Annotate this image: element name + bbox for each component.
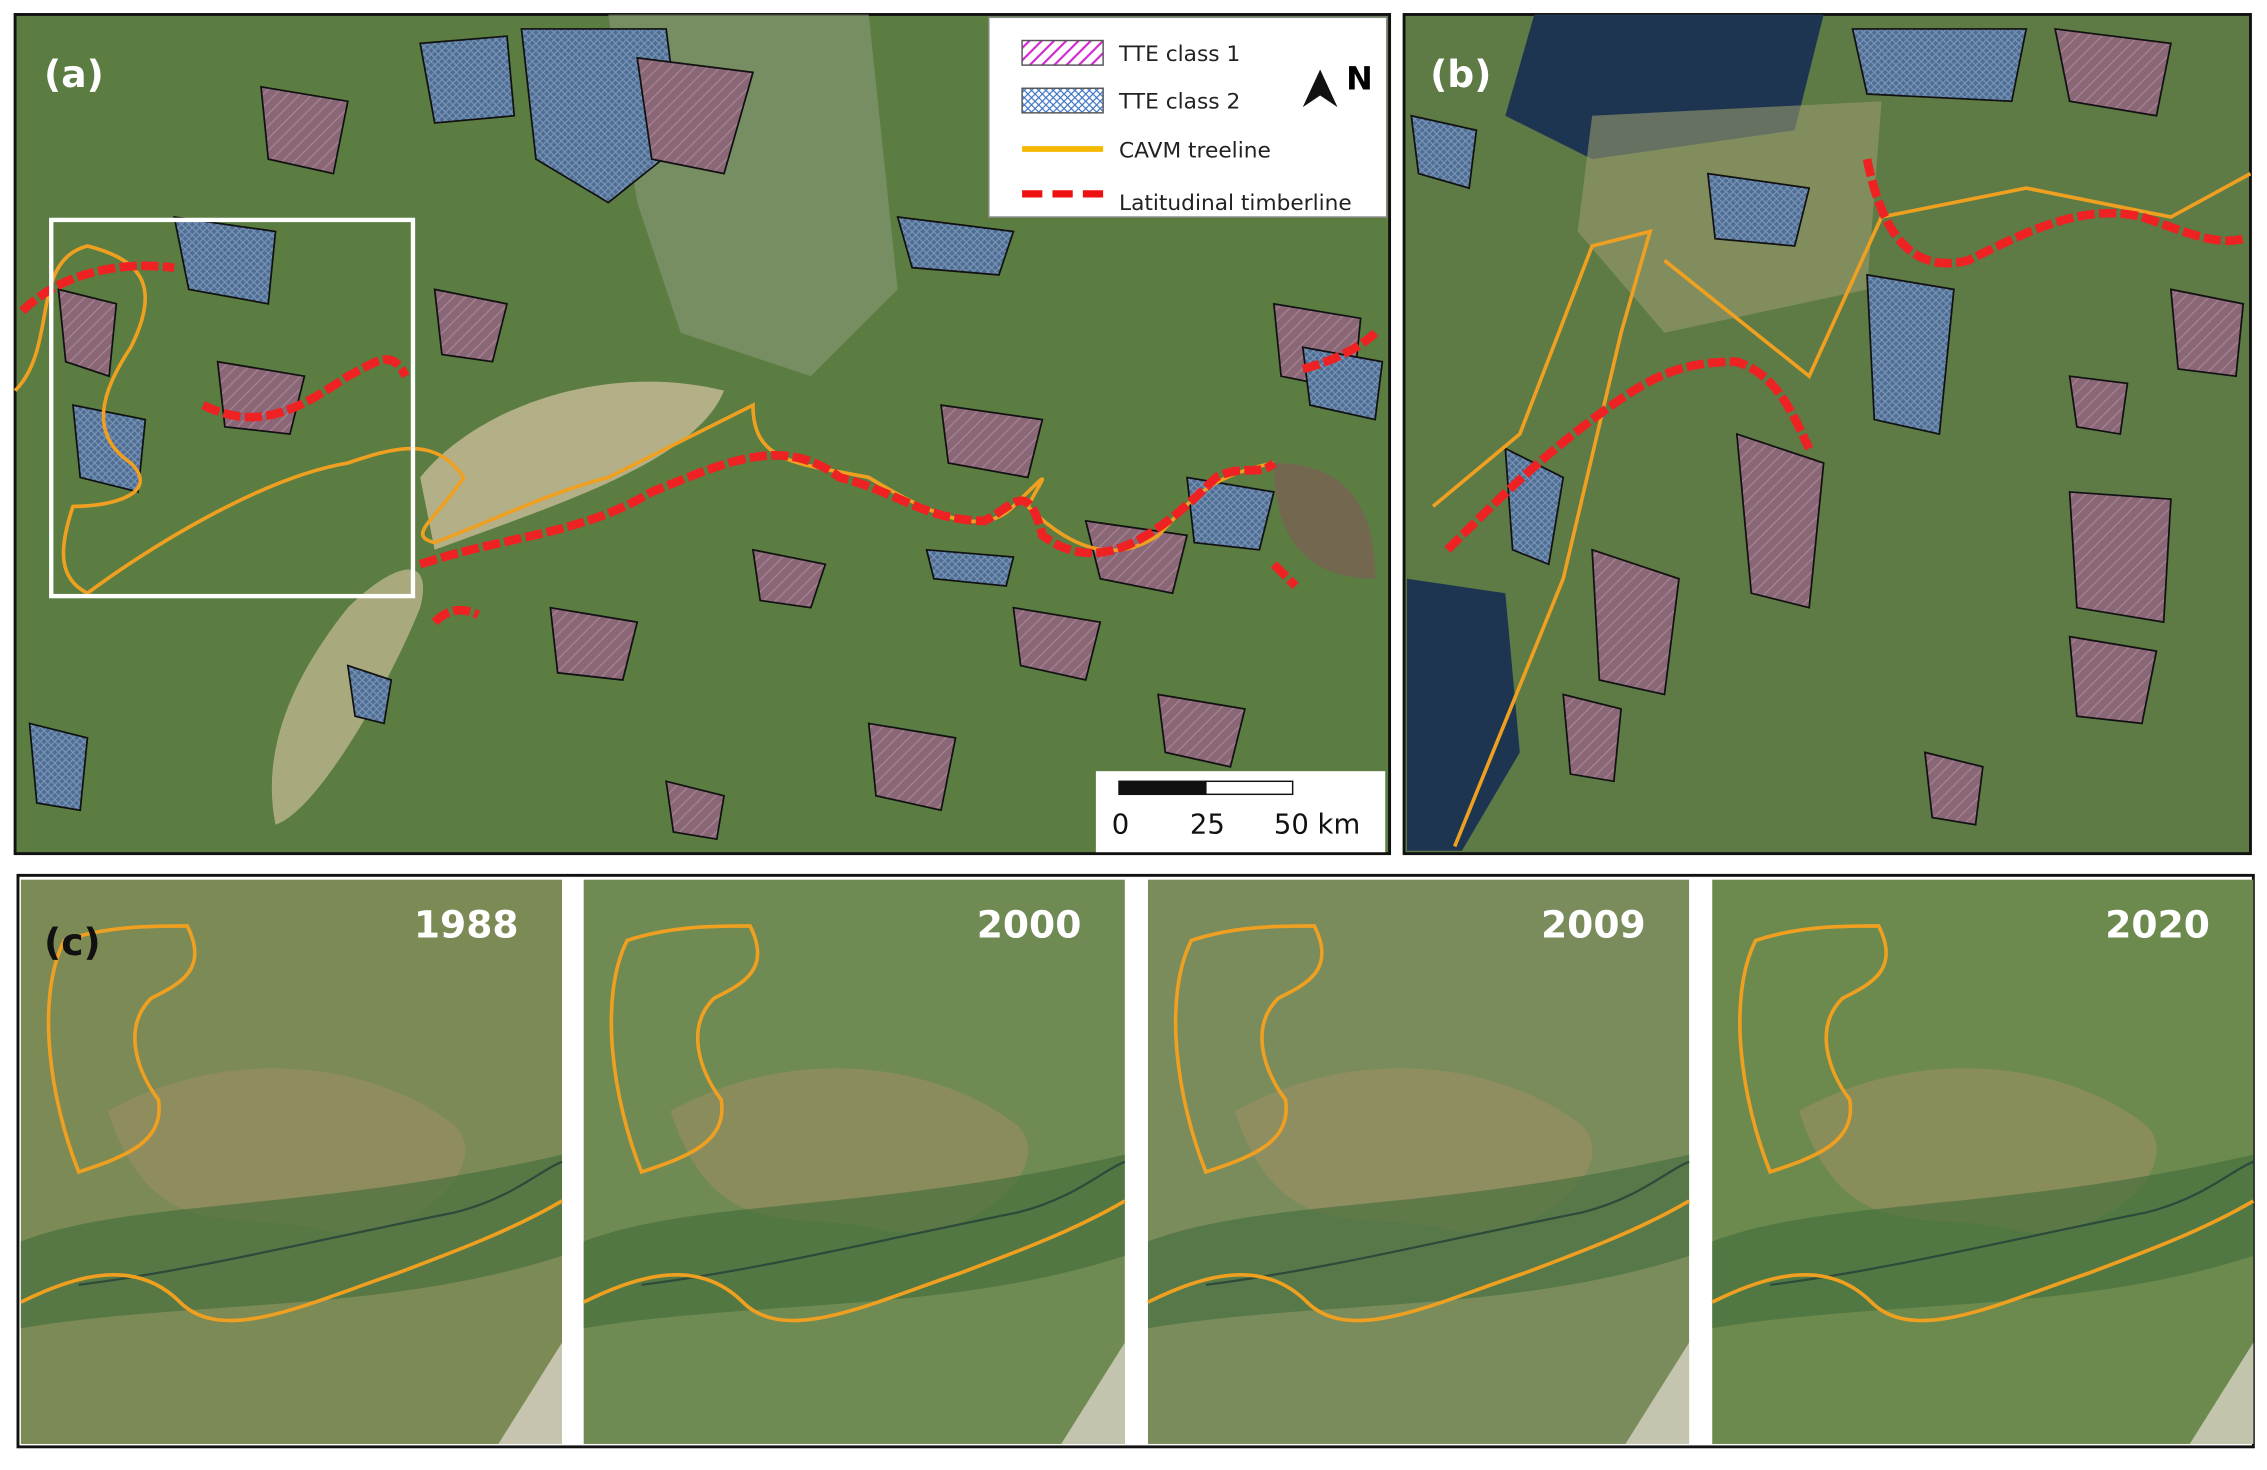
year-tile: 2000 <box>581 879 1127 1444</box>
legend-label: TTE class 2 <box>1118 90 1240 115</box>
panel-label: (c) <box>44 920 101 964</box>
panel-label: (b) <box>1430 52 1491 96</box>
scale-bar: 0 25 50 km <box>1095 771 1386 853</box>
scale-label: 50 km <box>1274 808 1360 840</box>
scale-label: 25 <box>1190 808 1225 840</box>
panel-a: (a) TTE class 1 TTE class 2 CAVM treelin… <box>13 13 1392 856</box>
river <box>78 1160 563 1286</box>
year-label: 2000 <box>977 903 1082 947</box>
mountain <box>498 1342 562 1444</box>
north-label: N <box>1346 60 1373 98</box>
river <box>641 1160 1126 1286</box>
year-label: 2009 <box>1541 903 1646 947</box>
river <box>1205 1160 1690 1286</box>
mountain <box>1625 1342 1690 1444</box>
mountain <box>2189 1342 2254 1444</box>
year-label: 1988 <box>414 903 519 947</box>
year-tile: 2020 <box>1710 879 2256 1444</box>
scale-label: 0 <box>1112 808 1130 840</box>
panel-b: (b) <box>1402 13 2252 856</box>
legend-label: TTE class 1 <box>1118 42 1240 67</box>
legend: TTE class 1 TTE class 2 CAVM treeline La… <box>988 16 1388 218</box>
year-tile: 2009 <box>1146 879 1691 1444</box>
year-tile: 1988 <box>19 879 564 1444</box>
legend-label: Latitudinal timberline <box>1119 191 1352 216</box>
panel-label: (a) <box>44 52 104 96</box>
river <box>1769 1160 2254 1286</box>
panel-c: 1988 2000 2009 2020 (c) <box>16 873 2256 1449</box>
mountain <box>1061 1342 1125 1444</box>
year-label: 2020 <box>2105 903 2210 947</box>
legend-label: CAVM treeline <box>1119 139 1271 164</box>
